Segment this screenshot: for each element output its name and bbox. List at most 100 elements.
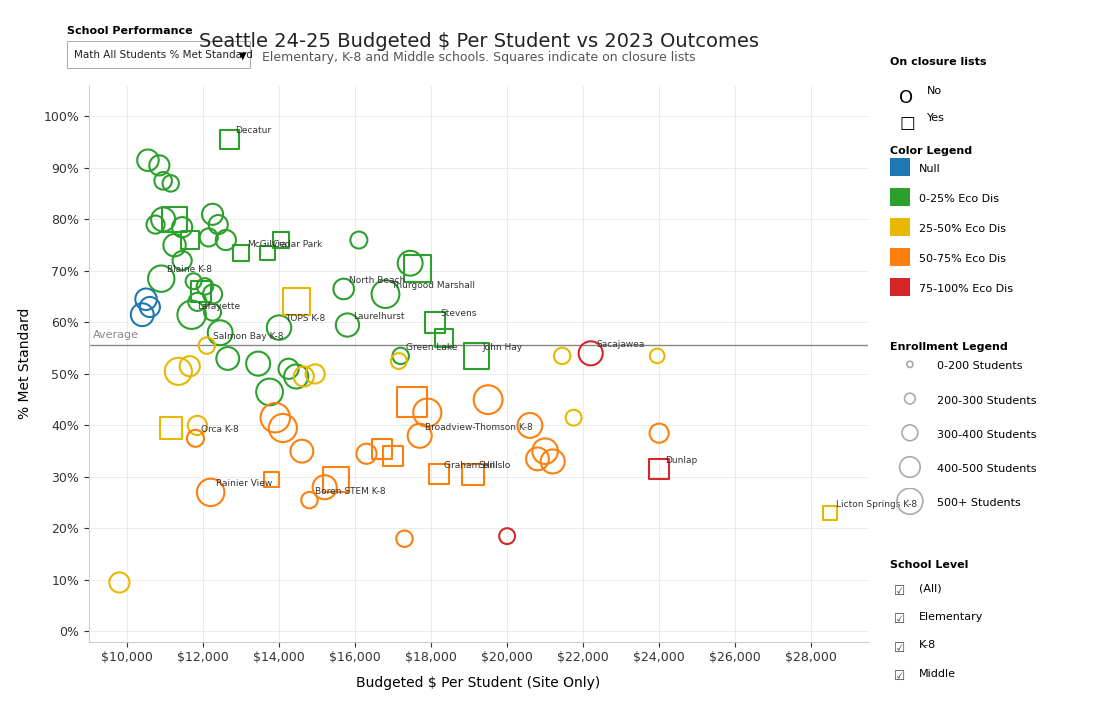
Text: 300-400 Students: 300-400 Students [937, 430, 1036, 440]
Point [155, 175, 173, 187]
Point [349, 235, 367, 246]
Text: Sanislo: Sanislo [479, 461, 511, 470]
Point [183, 309, 200, 320]
Point [430, 468, 447, 480]
Point [204, 307, 221, 318]
Point [169, 366, 187, 377]
Text: 400-500 Students: 400-500 Students [937, 464, 1036, 474]
Point [174, 222, 191, 233]
Point [217, 235, 235, 246]
Text: ▼: ▼ [239, 51, 247, 61]
Point [279, 363, 297, 374]
Text: Thurgood Marshall: Thurgood Marshall [391, 281, 475, 290]
Text: ☑: ☑ [894, 585, 905, 597]
Point [499, 530, 516, 542]
Text: Average: Average [92, 330, 139, 341]
Point [544, 456, 562, 467]
Text: Dunlap: Dunlap [664, 456, 697, 465]
Point [287, 371, 305, 382]
Text: Lafayette: Lafayette [197, 302, 240, 311]
Point [293, 446, 311, 457]
Point [152, 273, 170, 284]
Point [201, 487, 219, 498]
Text: Laurelhurst: Laurelhurst [353, 312, 405, 321]
Point [287, 296, 305, 307]
Point [174, 255, 191, 267]
Point [902, 496, 919, 507]
Point [295, 371, 313, 382]
Text: On closure lists: On closure lists [890, 57, 987, 67]
Point [316, 481, 334, 493]
Point [408, 262, 426, 274]
Point [403, 396, 421, 408]
Point [260, 386, 278, 398]
Point [327, 474, 345, 486]
Point [464, 468, 482, 480]
Point [219, 353, 237, 364]
Point [180, 361, 198, 372]
Point [384, 451, 402, 462]
Text: McGilvra: McGilvra [247, 240, 286, 249]
Point [266, 412, 284, 424]
Text: Broadview-Thomson K-8: Broadview-Thomson K-8 [425, 423, 533, 431]
Point [821, 507, 839, 518]
Text: Boren STEM K-8: Boren STEM K-8 [315, 487, 386, 496]
Point [357, 448, 375, 459]
Text: TOPS K-8: TOPS K-8 [285, 314, 325, 324]
Point [233, 247, 250, 259]
Point [902, 461, 919, 473]
Point [185, 275, 203, 287]
Point [139, 155, 157, 166]
Text: O: O [899, 89, 914, 107]
Text: Elementary, K-8 and Middle schools. Squares indicate on closure lists: Elementary, K-8 and Middle schools. Squa… [262, 51, 696, 64]
Text: Rainier View: Rainier View [216, 479, 273, 488]
Point [110, 577, 128, 588]
Text: Salmon Bay K-8: Salmon Bay K-8 [213, 332, 283, 342]
Point [270, 322, 288, 333]
Text: 50-75% Eco Dis: 50-75% Eco Dis [919, 254, 1006, 264]
Point [402, 257, 420, 269]
Point [161, 178, 179, 189]
Text: 75-100% Eco Dis: 75-100% Eco Dis [919, 284, 1013, 294]
Point [161, 422, 179, 434]
Point [435, 332, 453, 344]
Point [376, 288, 394, 299]
X-axis label: Budgeted $ Per Student (Site Only): Budgeted $ Per Student (Site Only) [356, 675, 601, 689]
Point [196, 281, 214, 292]
Point [418, 407, 436, 419]
Point [220, 134, 238, 145]
Point [258, 247, 276, 259]
Text: Color Legend: Color Legend [890, 146, 973, 156]
Text: □: □ [899, 114, 915, 132]
Point [521, 420, 539, 431]
Point [134, 309, 151, 320]
Point [263, 474, 280, 486]
Text: Stevens: Stevens [441, 309, 477, 318]
Point [188, 296, 206, 307]
Text: Blaine K-8: Blaine K-8 [167, 265, 211, 275]
Text: (All): (All) [919, 583, 942, 593]
Point [209, 219, 227, 230]
Point [272, 235, 289, 246]
Point [390, 355, 407, 366]
Point [648, 350, 666, 361]
Text: Seattle 24-25 Budgeted $ Per Student vs 2023 Outcomes: Seattle 24-25 Budgeted $ Per Student vs … [198, 32, 759, 51]
Point [395, 533, 413, 545]
Point [166, 240, 184, 251]
Text: School Performance: School Performance [67, 26, 193, 36]
Point [306, 368, 324, 379]
Point [211, 327, 229, 339]
Point [188, 420, 206, 431]
Point [193, 286, 210, 297]
Text: ☑: ☑ [894, 613, 905, 626]
Text: 0-25% Eco Dis: 0-25% Eco Dis [919, 194, 999, 204]
Point [137, 294, 155, 305]
Point [204, 288, 221, 299]
Text: Cedar Park: Cedar Park [274, 240, 323, 249]
Text: Enrollment Legend: Enrollment Legend [890, 342, 1008, 352]
Point [204, 209, 221, 220]
Text: 200-300 Students: 200-300 Students [937, 396, 1036, 406]
Text: North Beach: North Beach [349, 276, 405, 284]
Point [411, 430, 429, 441]
Text: Sacajawea: Sacajawea [597, 340, 644, 349]
